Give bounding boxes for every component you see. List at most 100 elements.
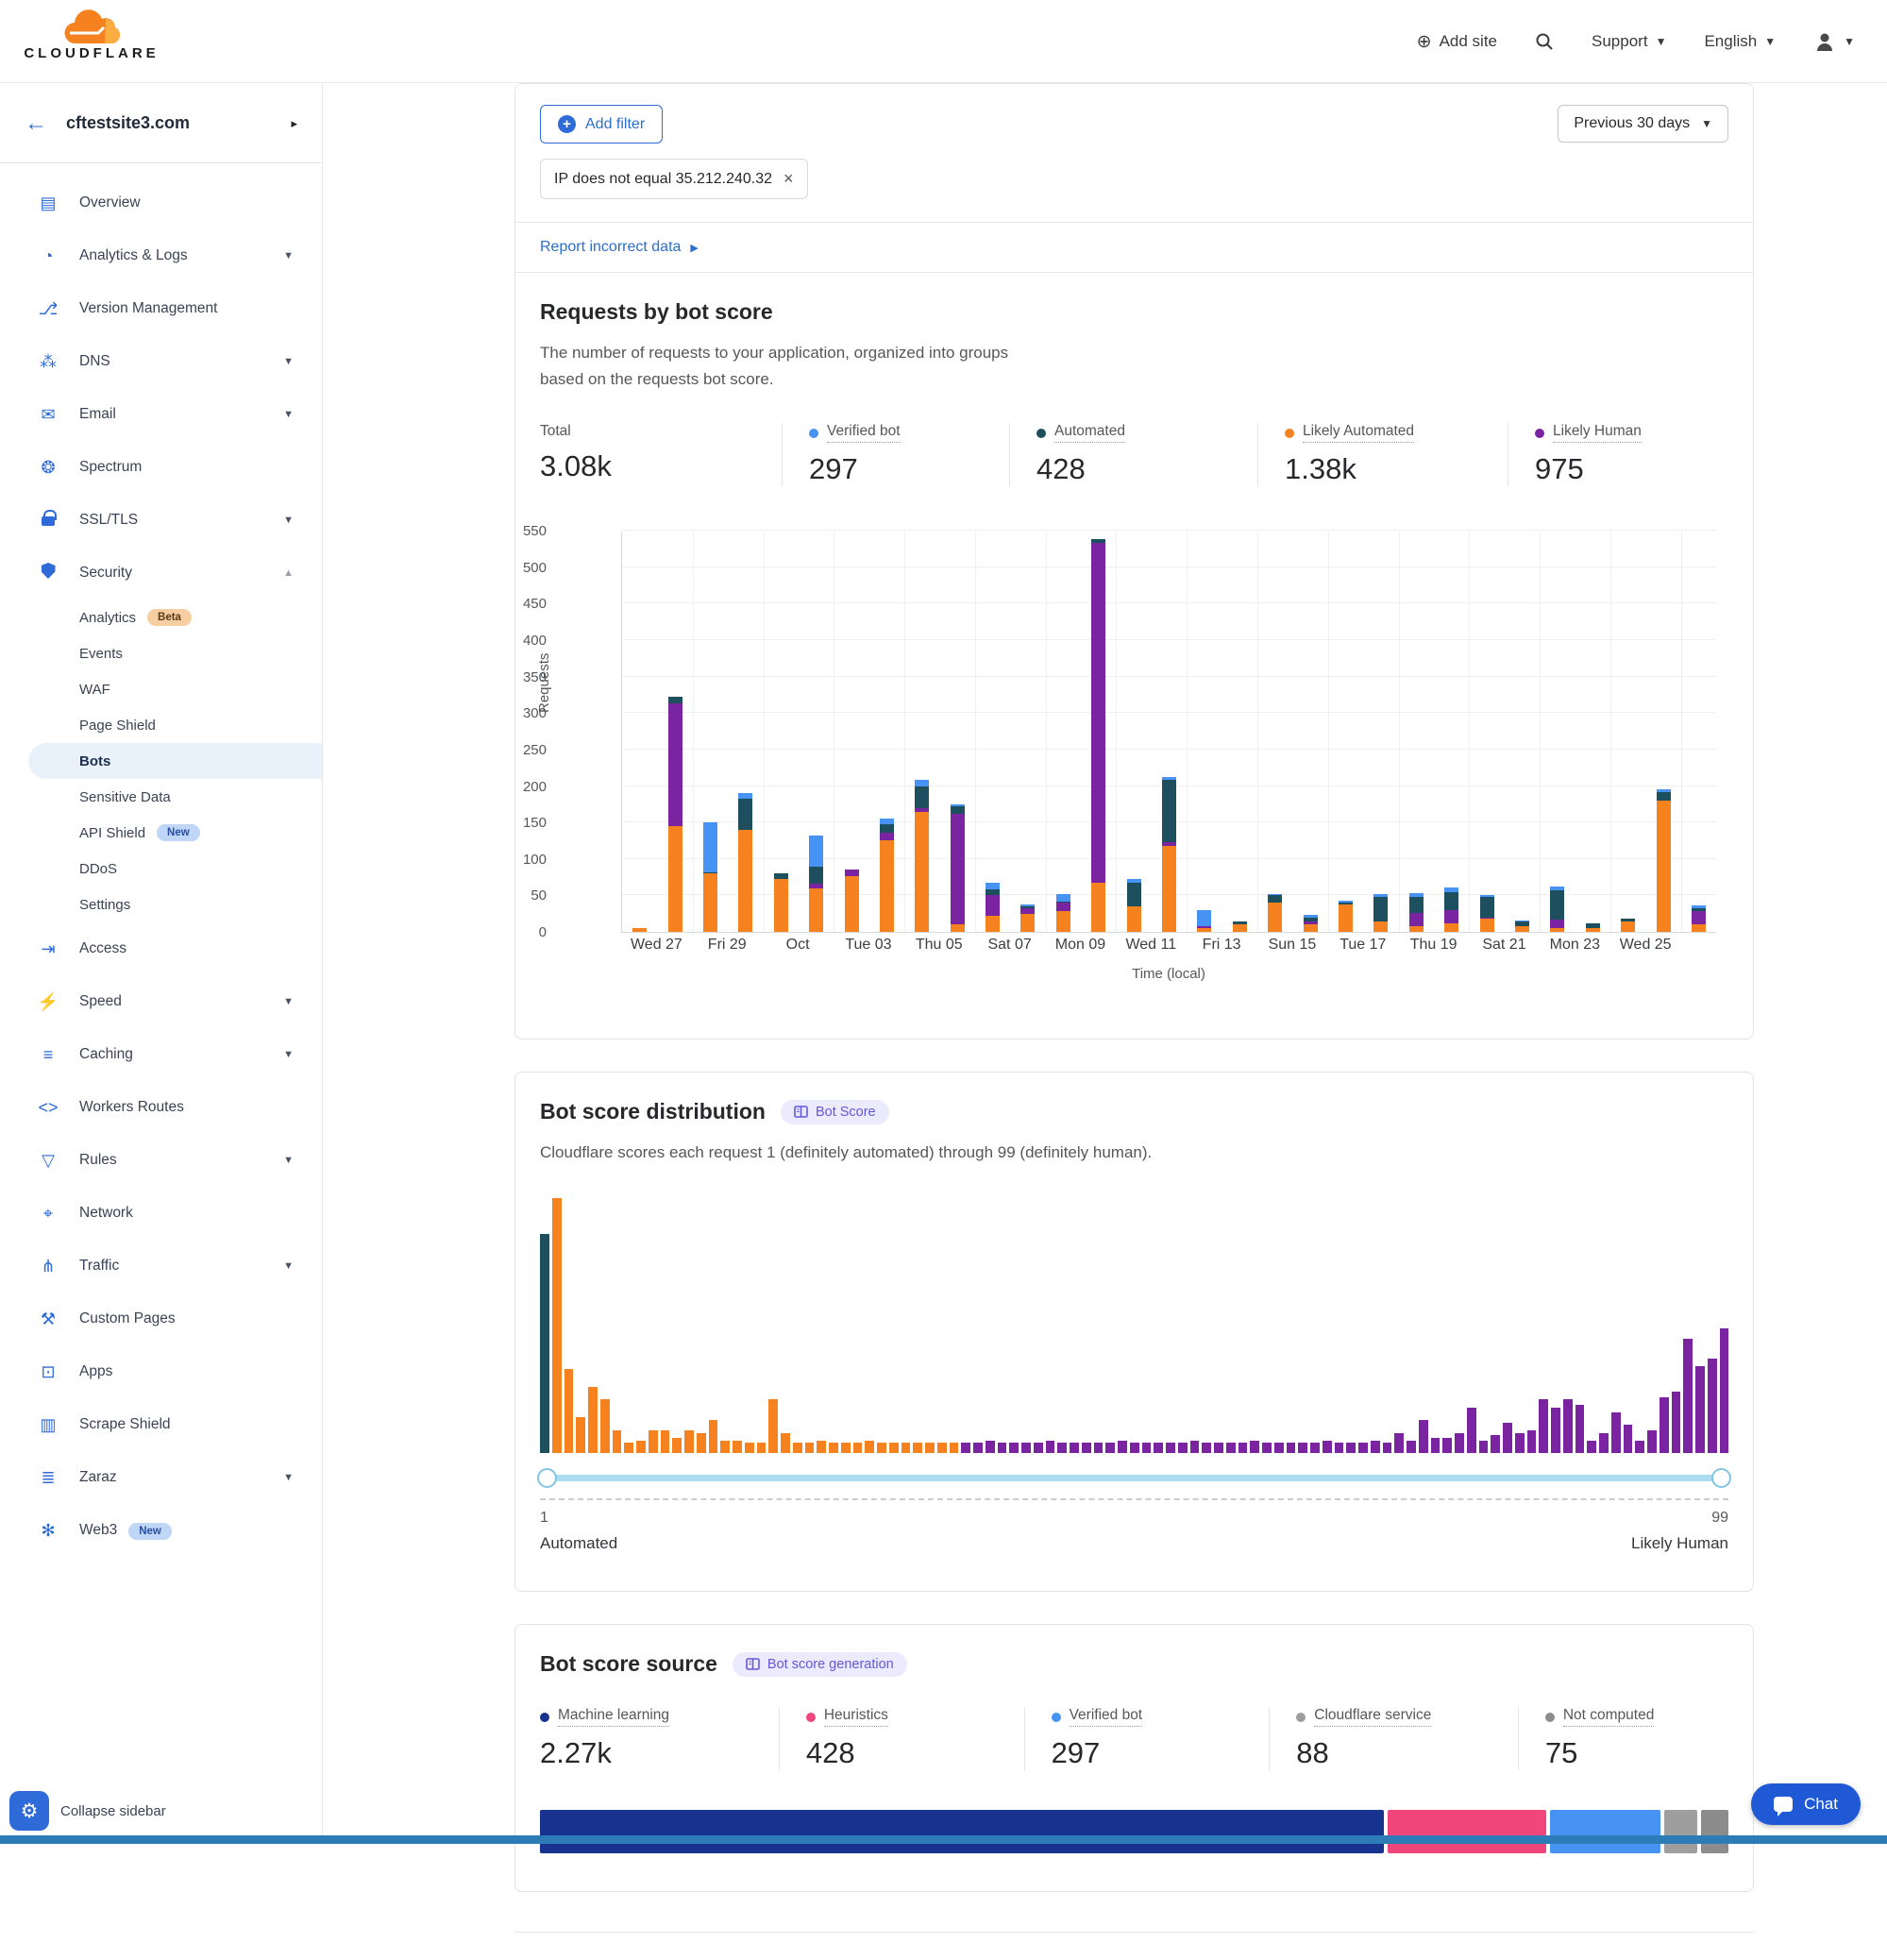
stacked-bar[interactable] [1152,776,1187,933]
search-button[interactable] [1535,32,1554,51]
histogram-bar-likely-automated[interactable] [576,1417,585,1454]
histogram-bar-likely-human[interactable] [961,1443,970,1454]
slider-handle-max[interactable] [1711,1468,1731,1489]
histogram-bar-likely-human[interactable] [1273,1443,1284,1454]
histogram-bar-likely-automated[interactable] [792,1443,802,1454]
histogram-bar-likely-human[interactable] [1057,1443,1067,1454]
stacked-bar[interactable] [1257,893,1292,933]
histogram-bar-likely-human[interactable] [1683,1338,1693,1454]
histogram-bar-likely-human[interactable] [1298,1443,1307,1454]
histogram-bar-likely-human[interactable] [1503,1422,1512,1454]
histogram-bar-likely-human[interactable] [1382,1443,1392,1454]
histogram-bar-likely-human[interactable] [1129,1443,1139,1454]
filter-chip[interactable]: IP does not equal 35.212.240.32 × [540,159,808,199]
histogram-bar-likely-human[interactable] [1262,1443,1272,1454]
histogram-bar-likely-human[interactable] [1250,1440,1259,1454]
histogram-bar-likely-automated[interactable] [672,1437,682,1454]
histogram-bar-likely-human[interactable] [1070,1443,1079,1454]
histogram-bar-likely-human[interactable] [1647,1429,1657,1454]
slider-track[interactable] [544,1475,1725,1482]
histogram-bar-likely-automated[interactable] [624,1443,633,1454]
histogram-bar-likely-automated[interactable] [648,1429,658,1454]
chat-button[interactable]: Chat [1751,1783,1861,1825]
stacked-bar[interactable] [1399,893,1434,933]
histogram-bar-likely-automated[interactable] [564,1369,574,1454]
histogram-bar-likely-automated[interactable] [756,1443,767,1454]
stacked-bar[interactable] [1292,915,1327,933]
histogram-bar-likely-human[interactable] [1491,1435,1500,1454]
histogram-bar-likely-automated[interactable] [696,1432,706,1454]
sidebar-item-workers-routes[interactable]: <> Workers Routes [0,1081,322,1134]
histogram-bar-likely-human[interactable] [997,1443,1007,1454]
sidebar-item-spectrum[interactable]: ❂ Spectrum [0,441,322,494]
cloudflare-logo[interactable]: CLOUDFLARE [21,8,162,61]
stacked-bar[interactable] [728,793,763,933]
histogram-bar-automated[interactable] [540,1233,549,1454]
stacked-bar[interactable] [1046,893,1081,933]
histogram-bar-likely-human[interactable] [1141,1443,1152,1454]
histogram-bar-likely-automated[interactable] [804,1443,815,1454]
stacked-bar[interactable] [1222,921,1257,933]
histogram-bar-likely-human[interactable] [1093,1443,1104,1454]
histogram-bar-likely-human[interactable] [1045,1440,1055,1454]
histogram-bar-likely-human[interactable] [985,1440,995,1454]
histogram-bar-likely-human[interactable] [1599,1432,1609,1454]
collapse-sidebar[interactable]: ⚙ Collapse sidebar [9,1791,166,1831]
stacked-bar[interactable] [1681,905,1716,933]
sidebar-item-traffic[interactable]: ⋔ Traffic ▼ [0,1240,322,1293]
source-segment-not-computed[interactable] [1700,1810,1729,1854]
language-menu[interactable]: English ▼ [1704,32,1776,51]
sidebar-item-ssl-tls[interactable]: SSL/TLS ▼ [0,494,322,547]
histogram-bar-likely-automated[interactable] [781,1432,790,1454]
report-incorrect-data-link[interactable]: Report incorrect data [540,239,682,255]
stacked-bar[interactable] [1469,894,1504,933]
histogram-bar-likely-human[interactable] [1659,1396,1669,1454]
sidebar-item-rules[interactable]: ▽ Rules ▼ [0,1134,322,1187]
histogram-bar-likely-human[interactable] [1562,1399,1573,1454]
histogram-bar-likely-automated[interactable] [829,1443,838,1454]
histogram-bar-likely-human[interactable] [1334,1443,1344,1454]
stacked-bar[interactable] [975,883,1010,933]
sidebar-item-ddos[interactable]: DDoS [0,851,322,887]
histogram-bar-likely-human[interactable] [1695,1366,1705,1454]
histogram-bar-likely-automated[interactable] [768,1399,778,1454]
sidebar-item-analytics[interactable]: Analytics Beta [0,600,322,635]
stacked-bar[interactable] [764,873,799,933]
histogram-bar-likely-human[interactable] [1154,1443,1163,1454]
histogram-bar-likely-human[interactable] [1225,1443,1236,1454]
histogram-bar-likely-human[interactable] [1322,1440,1332,1454]
source-segment-machine-learning[interactable] [540,1810,1384,1854]
sidebar-item-caching[interactable]: ≡ Caching ▼ [0,1028,322,1081]
sidebar-item-page-shield[interactable]: Page Shield [0,707,322,743]
histogram-bar-likely-automated[interactable] [949,1443,959,1454]
remove-filter-icon[interactable]: × [783,169,794,188]
histogram-bar-likely-automated[interactable] [733,1440,742,1454]
sidebar-item-email[interactable]: ✉ Email ▼ [0,388,322,441]
sidebar-item-security[interactable]: Security ▲ [0,547,322,600]
histogram-bar-likely-automated[interactable] [744,1443,754,1454]
histogram-bar-likely-human[interactable] [1118,1440,1127,1454]
histogram-bar-likely-automated[interactable] [599,1399,610,1454]
stacked-bar[interactable] [799,836,834,933]
histogram-bar-likely-automated[interactable] [588,1386,598,1454]
sidebar-item-settings[interactable]: Settings [0,887,322,922]
histogram-bar-likely-automated[interactable] [720,1440,730,1454]
histogram-bar-likely-human[interactable] [1466,1407,1476,1454]
stacked-bar[interactable] [1610,919,1645,933]
histogram-bar-likely-human[interactable] [973,1443,983,1454]
histogram-bar-likely-automated[interactable] [817,1440,826,1454]
sidebar-item-zaraz[interactable]: ≣ Zaraz ▼ [0,1451,322,1504]
histogram-bar-likely-automated[interactable] [660,1429,670,1454]
histogram-bar-likely-human[interactable] [1105,1443,1115,1454]
histogram-bar-likely-human[interactable] [1610,1411,1621,1454]
source-segment-verified-bot[interactable] [1549,1810,1660,1854]
stacked-bar[interactable] [834,870,868,933]
histogram-bar-likely-automated[interactable] [936,1443,947,1454]
sidebar-item-custom-pages[interactable]: ⚒ Custom Pages [0,1293,322,1345]
histogram-bar-likely-human[interactable] [1286,1443,1296,1454]
histogram-bar-likely-human[interactable] [1189,1440,1200,1454]
stacked-bar[interactable] [622,928,657,933]
site-selector[interactable]: ← cftestsite3.com ▸ [0,84,322,163]
histogram-bar-likely-human[interactable] [1707,1359,1717,1454]
stacked-bar[interactable] [693,822,728,933]
